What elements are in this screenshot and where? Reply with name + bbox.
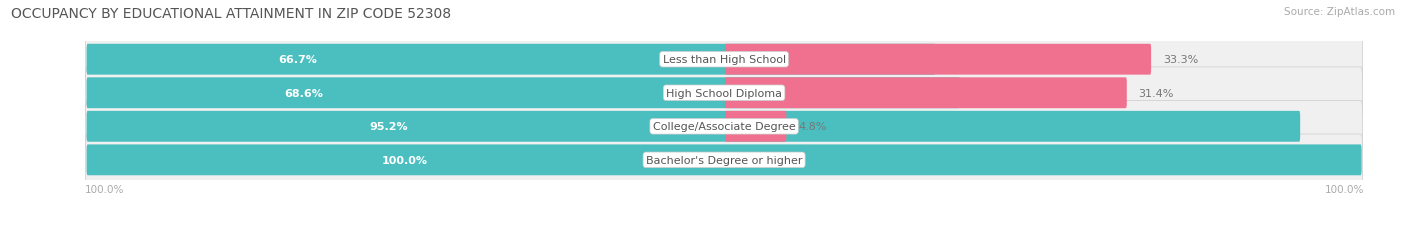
FancyBboxPatch shape <box>725 111 786 142</box>
Text: OCCUPANCY BY EDUCATIONAL ATTAINMENT IN ZIP CODE 52308: OCCUPANCY BY EDUCATIONAL ATTAINMENT IN Z… <box>11 7 451 21</box>
FancyBboxPatch shape <box>87 145 1361 176</box>
Text: 31.4%: 31.4% <box>1139 88 1174 98</box>
Text: Less than High School: Less than High School <box>662 55 786 65</box>
FancyBboxPatch shape <box>725 78 1126 109</box>
Text: 100.0%: 100.0% <box>1324 184 1364 194</box>
FancyBboxPatch shape <box>87 45 935 75</box>
Text: High School Diploma: High School Diploma <box>666 88 782 98</box>
FancyBboxPatch shape <box>86 68 1362 119</box>
FancyBboxPatch shape <box>725 45 1152 75</box>
Text: 33.3%: 33.3% <box>1163 55 1198 65</box>
Text: 68.6%: 68.6% <box>284 88 323 98</box>
Text: Bachelor's Degree or higher: Bachelor's Degree or higher <box>645 155 803 165</box>
FancyBboxPatch shape <box>86 101 1362 152</box>
FancyBboxPatch shape <box>86 34 1362 86</box>
Text: 0.0%: 0.0% <box>737 155 765 165</box>
Text: 4.8%: 4.8% <box>799 122 827 132</box>
FancyBboxPatch shape <box>87 111 1301 142</box>
Text: 100.0%: 100.0% <box>84 184 124 194</box>
Text: 66.7%: 66.7% <box>278 55 318 65</box>
Text: 95.2%: 95.2% <box>370 122 408 132</box>
FancyBboxPatch shape <box>87 78 960 109</box>
Text: College/Associate Degree: College/Associate Degree <box>652 122 796 132</box>
Text: Source: ZipAtlas.com: Source: ZipAtlas.com <box>1284 7 1395 17</box>
FancyBboxPatch shape <box>86 134 1362 186</box>
Text: 100.0%: 100.0% <box>381 155 427 165</box>
